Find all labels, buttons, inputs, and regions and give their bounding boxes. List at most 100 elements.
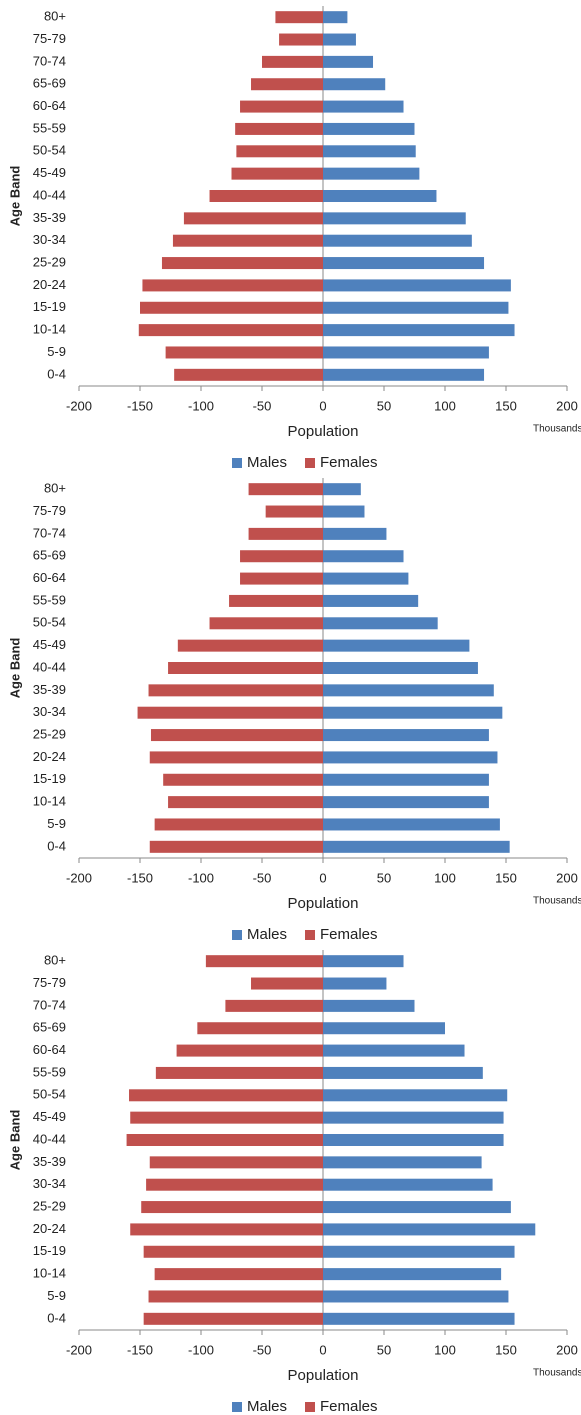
bar (323, 818, 500, 831)
bar (323, 662, 478, 674)
bar (323, 1022, 445, 1035)
bar (149, 751, 323, 764)
bar (323, 122, 415, 135)
legend-swatch (305, 930, 315, 940)
bar (323, 999, 415, 1012)
y-tick-label: 40-44 (33, 1131, 66, 1146)
bar (323, 729, 489, 742)
y-tick-label: 50-54 (33, 615, 66, 630)
bar (323, 639, 470, 652)
bar (323, 955, 404, 968)
y-tick-label: 20-24 (33, 277, 66, 292)
y-tick-label: 20-24 (33, 749, 66, 764)
y-tick-label: 10-14 (33, 1266, 66, 1281)
bar (130, 1223, 323, 1236)
bar (323, 1178, 493, 1191)
legend-swatch (232, 1402, 242, 1412)
y-tick-label: 65-69 (33, 76, 66, 91)
bar (209, 617, 323, 630)
legend-label: Females (320, 926, 378, 943)
pyramid-chart: -200 -150 -100 -50 0 50 100 150 200 0-4 5-9 10-14 15… (7, 478, 581, 943)
y-tick-label: 40-44 (33, 187, 66, 202)
bar (143, 1245, 323, 1258)
bar (323, 368, 485, 381)
y-tick-label: 65-69 (33, 548, 66, 563)
bar (323, 840, 510, 853)
bar (323, 1268, 502, 1281)
y-tick-label: 80+ (44, 481, 66, 496)
bar (141, 1201, 323, 1214)
y-tick-label: 5-9 (47, 344, 66, 359)
y-tick-label: 60-64 (33, 1042, 66, 1057)
pyramid-chart: -200 -150 -100 -50 0 50 100 150 200 0-4 5-9 10-14 15… (7, 950, 581, 1415)
bar (323, 1134, 504, 1146)
bar (240, 572, 323, 585)
y-tick-label: 25-29 (33, 254, 66, 269)
bar (248, 483, 323, 496)
bar (323, 594, 419, 607)
bar (323, 505, 365, 518)
bar (323, 1044, 465, 1057)
bar (323, 78, 386, 91)
x-tick-label: 200 (556, 398, 578, 413)
bar (168, 796, 323, 809)
bar (323, 167, 420, 180)
bar (138, 324, 323, 337)
x-tick-label: 150 (495, 1342, 517, 1357)
legend-label: Males (247, 1398, 287, 1415)
bar (265, 505, 323, 518)
y-tick-label: 25-29 (33, 726, 66, 741)
y-tick-label: 15-19 (33, 1243, 66, 1258)
bar (154, 1268, 323, 1281)
bar (323, 527, 387, 540)
bar (323, 190, 437, 202)
bar (149, 1156, 323, 1169)
bar (323, 751, 498, 764)
y-tick-label: 55-59 (33, 120, 66, 135)
x-tick-label: -100 (188, 398, 214, 413)
bar (323, 1066, 483, 1079)
y-tick-label: 35-39 (33, 1154, 66, 1169)
bar (323, 1156, 482, 1169)
bar (209, 190, 323, 202)
legend-label: Females (320, 454, 378, 471)
bar (172, 234, 323, 247)
y-axis-title: Age Band (7, 638, 22, 699)
x-tick-label: -200 (66, 1342, 92, 1357)
x-tick-label: 50 (377, 870, 391, 885)
bar (323, 684, 494, 697)
legend-label: Males (247, 454, 287, 471)
x-tick-label: -150 (127, 1342, 153, 1357)
x-tick-label: 200 (556, 870, 578, 885)
bar (323, 33, 356, 46)
bar (229, 594, 323, 607)
y-tick-label: 60-64 (33, 98, 66, 113)
x-tick-label: 0 (319, 1342, 326, 1357)
bar (149, 840, 323, 853)
y-tick-label: 80+ (44, 9, 66, 24)
bar (323, 773, 489, 786)
bar (155, 1066, 323, 1079)
bar (248, 527, 323, 540)
y-tick-label: 75-79 (33, 975, 66, 990)
y-tick-label: 35-39 (33, 210, 66, 225)
legend-label: Females (320, 1398, 378, 1415)
bar (323, 1312, 515, 1325)
y-tick-label: 5-9 (47, 816, 66, 831)
bar (174, 368, 323, 381)
y-tick-label: 40-44 (33, 659, 66, 674)
bar (323, 100, 404, 113)
bar (197, 1022, 323, 1035)
y-tick-label: 65-69 (33, 1020, 66, 1035)
y-tick-label: 5-9 (47, 1288, 66, 1303)
bar (129, 1089, 323, 1102)
y-axis-title: Age Band (7, 1110, 22, 1171)
x-tick-label: -200 (66, 398, 92, 413)
bar (323, 1111, 504, 1124)
x-tick-label: 50 (377, 1342, 391, 1357)
bar (323, 550, 404, 563)
bar (323, 1290, 509, 1303)
legend-swatch (305, 1402, 315, 1412)
bar (323, 796, 489, 809)
bar (240, 100, 323, 113)
